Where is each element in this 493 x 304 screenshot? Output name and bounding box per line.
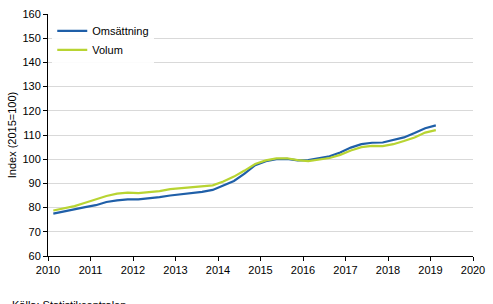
svg-text:2010: 2010 (36, 264, 60, 276)
svg-text:120: 120 (22, 105, 40, 117)
svg-text:2012: 2012 (121, 264, 145, 276)
svg-text:2020: 2020 (461, 264, 485, 276)
svg-text:110: 110 (23, 129, 41, 141)
svg-text:150: 150 (22, 32, 40, 44)
svg-text:2014: 2014 (206, 264, 230, 276)
svg-text:130: 130 (22, 80, 40, 92)
svg-text:Omsättning: Omsättning (92, 25, 148, 37)
svg-text:80: 80 (29, 201, 41, 213)
svg-text:70: 70 (29, 226, 41, 238)
svg-text:2011: 2011 (79, 264, 103, 276)
svg-text:Index (2015=100): Index (2015=100) (6, 92, 18, 179)
svg-text:Volum: Volum (92, 44, 123, 56)
svg-text:100: 100 (22, 153, 40, 165)
svg-text:2019: 2019 (418, 264, 442, 276)
svg-text:2015: 2015 (248, 264, 272, 276)
svg-text:90: 90 (29, 177, 41, 189)
svg-text:Källa: Statistikcentralen: Källa: Statistikcentralen (12, 299, 126, 304)
svg-text:60: 60 (29, 250, 41, 262)
svg-text:160: 160 (22, 8, 40, 20)
svg-text:2017: 2017 (333, 264, 357, 276)
svg-text:140: 140 (22, 56, 40, 68)
svg-text:2018: 2018 (376, 264, 400, 276)
svg-text:2016: 2016 (291, 264, 315, 276)
svg-text:2013: 2013 (163, 264, 187, 276)
